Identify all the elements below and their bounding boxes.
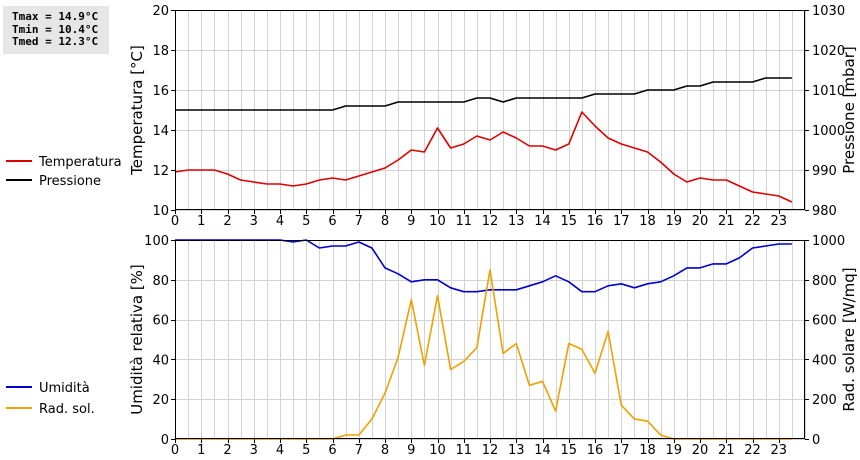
y-left-tick-label: 60	[152, 314, 169, 329]
x-tick-label: 8	[381, 214, 389, 229]
chart-humidity-radiation: 0 1 2 3 4 5 6 7 8 9 10 11 12 13 14 15 16 17 18 19 20 21 22 2302…	[128, 234, 858, 458]
stat-tmax: Tmax = 14.9°C	[12, 10, 99, 23]
y-right-tick-label: 400	[812, 353, 837, 368]
x-tick-label: 11	[455, 214, 472, 229]
x-tick-label: 19	[665, 443, 682, 458]
y-right-axis-title: Rad. solare [W/mq]	[840, 267, 858, 411]
y-right-tick-label: 1000	[812, 124, 845, 139]
x-tick-label: 20	[692, 443, 709, 458]
x-tick-label: 5	[302, 214, 310, 229]
x-tick-label: 17	[613, 443, 630, 458]
x-tick-label: 1	[197, 443, 205, 458]
x-tick-label: 10	[429, 214, 446, 229]
y-right-tick-label: 800	[812, 274, 837, 289]
x-tick-label: 0	[171, 214, 179, 229]
x-tick-label: 16	[587, 214, 604, 229]
x-tick-label: 2	[223, 214, 231, 229]
x-tick-label: 3	[250, 214, 258, 229]
legend-label-pressione: Pressione	[39, 174, 101, 189]
x-tick-label: 14	[534, 214, 551, 229]
x-tick-label: 5	[302, 443, 310, 458]
x-tick-label: 18	[639, 214, 656, 229]
x-tick-label: 6	[328, 443, 336, 458]
y-right-tick-label: 200	[812, 393, 837, 408]
x-tick-label: 4	[276, 214, 284, 229]
stat-tmed: Tmed = 12.3°C	[12, 35, 99, 48]
x-tick-label: 9	[407, 443, 415, 458]
x-tick-label: 4	[276, 443, 284, 458]
y-left-tick-label: 20	[152, 393, 169, 408]
plot-frame	[175, 240, 805, 439]
x-tick-label: 8	[381, 443, 389, 458]
y-right-tick-label: 980	[812, 204, 837, 219]
x-tick-label: 3	[250, 443, 258, 458]
x-tick-label: 0	[171, 443, 179, 458]
y-right-axis-title: Pressione [mbar]	[840, 46, 858, 174]
x-tick-label: 19	[665, 214, 682, 229]
x-tick-label: 18	[639, 443, 656, 458]
y-left-axis-title: Umidità relativa [%]	[128, 264, 146, 415]
x-tick-label: 14	[534, 443, 551, 458]
legend-top: Temperatura Pressione	[6, 155, 122, 189]
y-right-tick-label: 1020	[812, 44, 845, 59]
x-tick-label: 13	[508, 214, 525, 229]
x-tick-label: 15	[560, 214, 577, 229]
x-tick-label: 9	[407, 214, 415, 229]
x-tick-label: 16	[587, 443, 604, 458]
series-line-0-0	[174, 111, 793, 203]
y-left-tick-label: 18	[152, 44, 169, 59]
legend-label-umidita: Umidità	[39, 381, 90, 396]
x-tick-label: 23	[770, 214, 787, 229]
x-tick-label: 1	[197, 214, 205, 229]
x-tick-label: 10	[429, 443, 446, 458]
y-left-tick-label: 100	[144, 234, 169, 249]
y-left-tick-label: 12	[152, 164, 169, 179]
plot-frame	[175, 10, 805, 210]
x-tick-label: 7	[355, 214, 363, 229]
y-right-tick-label: 1010	[812, 84, 845, 99]
x-tick-label: 11	[455, 443, 472, 458]
x-tick-label: 6	[328, 214, 336, 229]
x-tick-label: 13	[508, 443, 525, 458]
y-right-tick-label: 1000	[812, 234, 845, 249]
x-tick-label: 20	[692, 214, 709, 229]
legend-label-radsol: Rad. sol.	[39, 402, 95, 417]
x-tick-label: 23	[770, 443, 787, 458]
x-tick-label: 2	[223, 443, 231, 458]
y-right-tick-label: 1030	[812, 4, 845, 19]
y-right-tick-label: 0	[812, 433, 820, 448]
x-tick-label: 15	[560, 443, 577, 458]
x-tick-label: 22	[744, 443, 761, 458]
series-line-0-1	[175, 77, 792, 111]
chart-temperature-pressure: 0 1 2 3 4 5 6 7 8 9 10 11 12 13 14 15 16 17 18 19 20 21 22 2310…	[128, 4, 858, 229]
y-left-tick-label: 16	[152, 84, 169, 99]
x-tick-label: 17	[613, 214, 630, 229]
y-left-tick-label: 80	[152, 274, 169, 289]
x-tick-label: 12	[482, 443, 499, 458]
legend-bottom: Umidità Rad. sol.	[6, 381, 95, 417]
y-left-tick-label: 14	[152, 124, 169, 139]
y-left-tick-label: 10	[152, 204, 169, 219]
stat-tmin: Tmin = 10.4°C	[12, 22, 99, 36]
y-left-tick-label: 0	[161, 433, 169, 448]
y-right-tick-label: 600	[812, 314, 837, 329]
x-tick-label: 7	[355, 443, 363, 458]
x-tick-label: 21	[718, 214, 735, 229]
x-tick-label: 21	[718, 443, 735, 458]
y-left-tick-label: 40	[152, 353, 169, 368]
x-tick-label: 12	[482, 214, 499, 229]
y-left-tick-label: 20	[152, 4, 169, 19]
y-left-axis-title: Temperatura [°C]	[128, 45, 146, 176]
x-tick-label: 22	[744, 214, 761, 229]
stats-box: Tmax = 14.9°C Tmin = 10.4°C Tmed = 12.3°…	[3, 6, 109, 54]
y-right-tick-label: 990	[812, 164, 837, 179]
legend-label-temperatura: Temperatura	[38, 155, 122, 170]
